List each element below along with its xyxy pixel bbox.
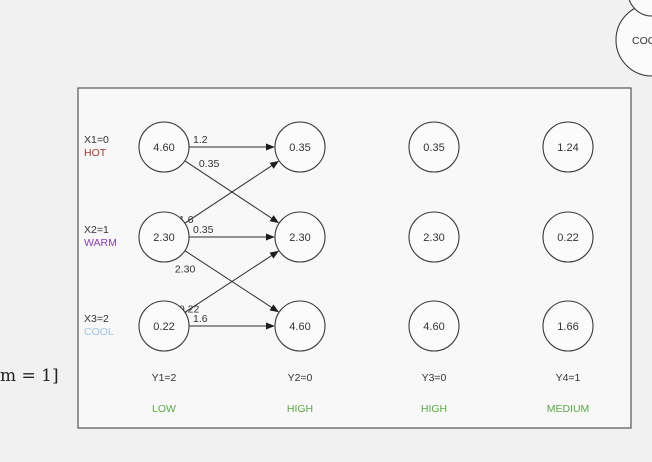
node-value: 2.30 (423, 232, 444, 244)
node-circle (542, 121, 594, 173)
trellis-node: 1.66 (542, 300, 594, 352)
node-value: 0.22 (153, 321, 174, 333)
node-circle (138, 300, 190, 352)
trellis-node: 4.60 (274, 300, 326, 352)
y-state-label: LOW (152, 403, 176, 415)
node-circle (274, 211, 326, 263)
cropped-top-right-node: COO (615, 0, 652, 77)
trellis-node: 4.60 (138, 121, 190, 173)
node-circle (408, 300, 460, 352)
node-circle (138, 211, 190, 263)
transition-edge (184, 250, 279, 313)
cropped-equation-text: m = 1] (0, 366, 59, 386)
y-variable-label: Y2=0 (288, 372, 313, 384)
node-circle (542, 211, 594, 263)
edge-weight-label: 1.6 (193, 313, 208, 325)
node-value: 4.60 (423, 321, 444, 333)
node-value: 2.30 (289, 232, 310, 244)
y-state-label: MEDIUM (547, 403, 590, 415)
edge-weight-label: 1.2 (193, 134, 208, 146)
x-variable-label: X1=0 (84, 134, 109, 146)
node-value: 4.60 (289, 321, 310, 333)
node-value: 1.24 (557, 142, 578, 154)
y-state-label: HIGH (421, 403, 447, 415)
x-state-label: WARM (84, 237, 117, 249)
node-circle (542, 300, 594, 352)
cropped-node-label: COO (632, 35, 652, 47)
y-variable-label: Y3=0 (422, 372, 447, 384)
trellis-node: 1.24 (542, 121, 594, 173)
transition-edge (184, 160, 280, 224)
y-variable-label: Y4=1 (556, 372, 581, 384)
edge-weight-label: 2.30 (175, 264, 196, 276)
edge-weight-label: 0.35 (199, 158, 220, 170)
trellis-node: 2.30 (408, 211, 460, 263)
trellis-node: 0.22 (542, 211, 594, 263)
node-circle (408, 211, 460, 263)
node-circle (274, 121, 326, 173)
node-value: 0.35 (289, 142, 310, 154)
x-variable-label: X3=2 (84, 313, 109, 325)
y-state-label: HIGH (287, 403, 313, 415)
node-circle (138, 121, 190, 173)
x-state-label: COOL (84, 326, 114, 338)
x-variable-label: X2=1 (84, 224, 109, 236)
x-state-label: HOT (84, 147, 107, 159)
node-value: 4.60 (153, 142, 174, 154)
node-value: 0.22 (557, 232, 578, 244)
trellis-node: 2.30 (274, 211, 326, 263)
node-circle (408, 121, 460, 173)
trellis-node: 0.22 (138, 300, 190, 352)
node-circle (274, 300, 326, 352)
node-value: 0.35 (423, 142, 444, 154)
node-value: 1.66 (557, 321, 578, 333)
edge-weight-label: 0.35 (193, 224, 214, 236)
y-variable-label: Y1=2 (152, 372, 177, 384)
trellis-node: 0.35 (274, 121, 326, 173)
trellis-node: 2.30 (138, 211, 190, 263)
node-value: 2.30 (153, 232, 174, 244)
trellis-node: 0.35 (408, 121, 460, 173)
trellis-node: 4.60 (408, 300, 460, 352)
